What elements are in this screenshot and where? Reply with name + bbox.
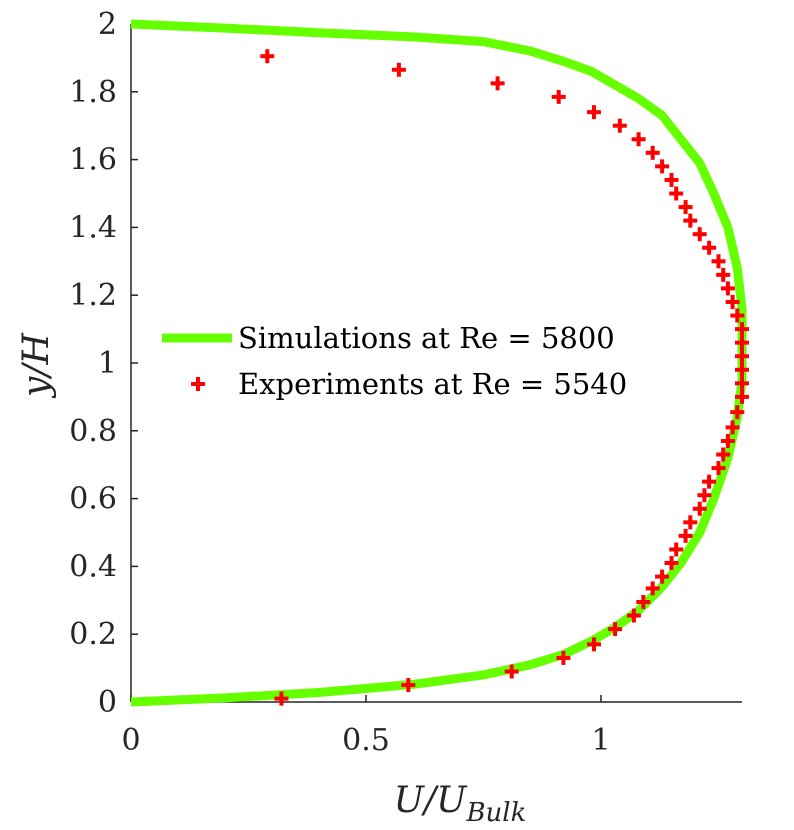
experiment-point xyxy=(586,637,601,652)
experiment-point xyxy=(735,349,749,364)
experiment-layer xyxy=(260,49,749,706)
x-axis-title-main: U/U xyxy=(394,780,468,821)
experiment-point xyxy=(401,678,416,693)
experiment-point xyxy=(683,515,698,530)
x-tick-label: 0 xyxy=(121,723,140,758)
y-tick-label: 0.2 xyxy=(69,617,117,652)
y-tick-label: 1.6 xyxy=(69,143,117,178)
legend-label-experiments: Experiments at Re = 5540 xyxy=(238,367,627,401)
experiment-point xyxy=(720,433,735,448)
experiment-point xyxy=(626,608,641,623)
experiment-point xyxy=(711,254,726,269)
experiment-point xyxy=(669,186,684,201)
experiment-point xyxy=(735,322,749,337)
x-tick-label: 0.5 xyxy=(342,723,390,758)
y-tick-label: 0.8 xyxy=(69,414,117,449)
experiment-point xyxy=(645,581,660,596)
experiment-point xyxy=(490,76,505,91)
experiment-point xyxy=(612,118,627,133)
experiment-point xyxy=(556,650,571,665)
legend: Simulations at Re = 5800 Experiments at … xyxy=(153,309,701,411)
experiment-point xyxy=(702,474,717,489)
experiment-point xyxy=(735,389,749,404)
experiment-point xyxy=(645,145,660,160)
y-tick-label: 0.4 xyxy=(69,549,117,584)
experiment-point xyxy=(702,240,717,255)
legend-box xyxy=(153,309,701,411)
experiment-point xyxy=(504,664,519,679)
y-tick-label: 0 xyxy=(98,685,117,720)
y-tick-label: 2 xyxy=(98,7,117,42)
experiment-point xyxy=(586,105,601,120)
experiment-point xyxy=(720,281,735,296)
experiment-point xyxy=(655,159,670,174)
experiment-point xyxy=(711,461,726,476)
experiment-point xyxy=(551,89,566,104)
legend-label-simulations: Simulations at Re = 5800 xyxy=(238,321,615,355)
y-axis-title: y/H xyxy=(16,332,57,398)
experiment-point xyxy=(608,622,623,637)
experiment-point xyxy=(683,213,698,228)
experiment-point xyxy=(678,528,693,543)
y-tick-label: 0.6 xyxy=(69,482,117,517)
experiment-point xyxy=(697,488,712,503)
y-tick-label: 1 xyxy=(98,346,117,381)
experiment-point xyxy=(692,227,707,242)
y-tick-label: 1.8 xyxy=(69,75,117,110)
experiment-point xyxy=(692,501,707,516)
x-axis-title-subscript: Bulk xyxy=(465,798,526,828)
experiment-point xyxy=(664,172,679,187)
tick-labels: 0 0.5 1 0 0.2 0.4 0.6 0.8 1 1.2 1.4 1.6 1.8 2 xyxy=(69,7,610,758)
experiment-point xyxy=(274,691,289,706)
experiment-point xyxy=(735,335,749,350)
y-tick-label: 1.2 xyxy=(69,278,117,313)
experiment-point xyxy=(725,420,740,435)
experiment-point xyxy=(716,447,731,462)
y-tick-label: 1.4 xyxy=(69,210,117,245)
experiment-point xyxy=(735,376,749,391)
experiment-point xyxy=(730,405,745,420)
experiment-point xyxy=(735,362,749,377)
experiment-point xyxy=(669,542,684,557)
experiment-point xyxy=(678,200,693,215)
experiment-point xyxy=(730,308,745,323)
experiment-point xyxy=(636,594,651,609)
x-tick-label: 1 xyxy=(591,723,610,758)
experiment-point xyxy=(631,132,646,147)
experiment-point xyxy=(391,62,406,77)
experiment-point xyxy=(664,556,679,571)
experiment-point xyxy=(716,267,731,282)
legend-marker-swatch xyxy=(191,377,205,391)
x-axis-title: U/UBulk xyxy=(394,780,527,828)
experiment-point xyxy=(260,49,275,64)
experiment-point xyxy=(725,294,740,309)
experiment-point xyxy=(655,569,670,584)
